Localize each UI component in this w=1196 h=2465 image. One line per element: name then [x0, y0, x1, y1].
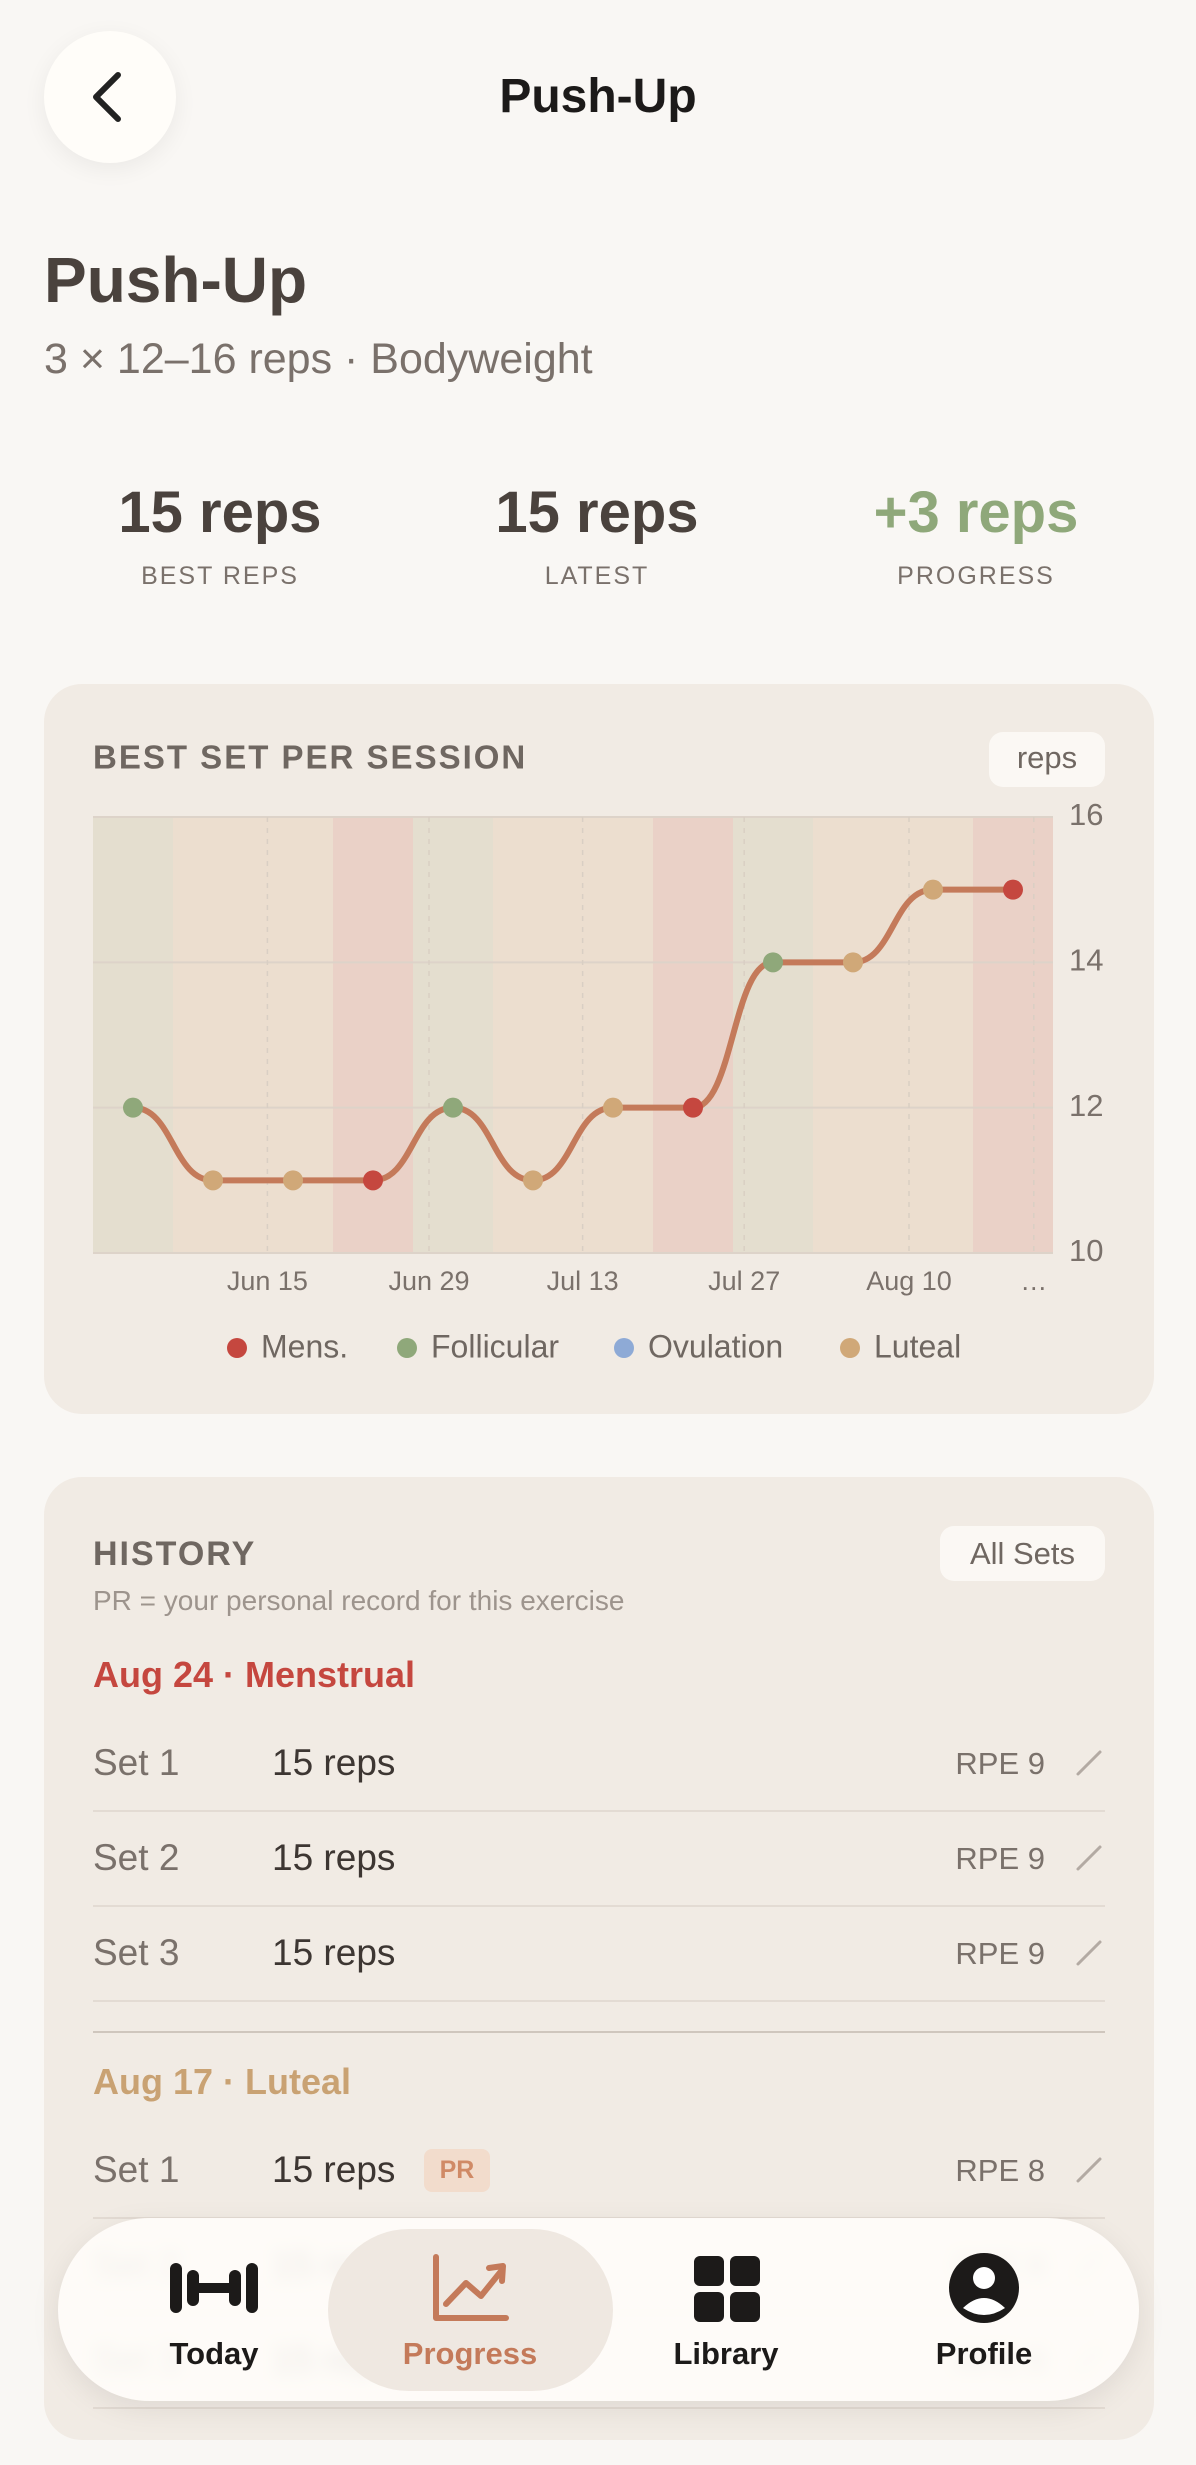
point [923, 879, 943, 900]
point [683, 1097, 703, 1118]
nav-item[interactable]: Library [673, 2336, 779, 2371]
phase-band [413, 817, 493, 1253]
stat-label: LATEST [544, 562, 650, 590]
phase-band [733, 817, 813, 1253]
point [363, 1170, 383, 1191]
nav-item[interactable]: Profile [935, 2336, 1033, 2371]
point [603, 1097, 623, 1118]
row-separator [93, 2407, 1105, 2409]
pencil [1076, 1845, 1102, 1871]
pencil [1076, 2157, 1102, 2183]
legend-label: Mens. [261, 1328, 348, 1364]
point [203, 1170, 223, 1191]
phase-band [653, 817, 733, 1253]
legend-dot [397, 1338, 417, 1358]
set-label: Set 3 [93, 1932, 180, 1973]
point [1003, 879, 1023, 900]
y-tick-label: 10 [1069, 1233, 1103, 1268]
edit-icon[interactable] [1075, 2156, 1103, 2184]
phase-band [813, 817, 893, 1253]
point [523, 1170, 543, 1191]
set-reps: 15 reps [272, 1837, 396, 1878]
row-separator [93, 1905, 1105, 1907]
stat-value: 15 reps [495, 480, 699, 545]
stat-value: +3 reps [873, 480, 1079, 545]
set-label: Set 1 [93, 1742, 180, 1783]
legend-dot [614, 1338, 634, 1358]
point [843, 952, 863, 973]
unit-label: reps [1017, 740, 1077, 775]
unit-badge [989, 732, 1105, 787]
header-title: Push-Up [499, 70, 697, 123]
phase-band [93, 817, 173, 1253]
all-sets-button[interactable]: All Sets [940, 1526, 1105, 1581]
history-note: PR = your personal record for this exerc… [93, 1585, 625, 1616]
point [123, 1097, 143, 1118]
x-tick-label: Jul 13 [547, 1266, 619, 1296]
point [443, 1097, 463, 1118]
group-heading: Aug 17 · Luteal [93, 2061, 352, 2102]
legend-dot [227, 1338, 247, 1358]
row-separator [93, 2000, 1105, 2002]
set-rpe: RPE 8 [955, 2153, 1045, 2188]
stat-label: BEST REPS [141, 562, 299, 590]
legend-label: Ovulation [648, 1328, 783, 1364]
chart: BEST SET PER SESSION reps 10 12 14 16 Jun 15 Ju… [93, 732, 1105, 1364]
exercise-detail: 3 × 12–16 reps · Bodyweight [44, 335, 593, 383]
group-divider [93, 2031, 1105, 2033]
set-label: Set 1 [93, 2149, 180, 2190]
x-tick-label: Jul 27 [708, 1266, 780, 1296]
group-heading: Aug 24 · Menstrual [93, 1654, 416, 1695]
nav-item[interactable]: Progress [402, 2336, 538, 2371]
pr-badge: PR [424, 2149, 490, 2192]
stat-value: 15 reps [118, 480, 322, 545]
set-rpe: RPE 9 [955, 1936, 1045, 1971]
y-tick-label: 16 [1069, 797, 1103, 832]
y-tick-label: 12 [1069, 1088, 1103, 1123]
exercise-name: Push-Up [44, 244, 308, 316]
set-label: Set 2 [93, 1837, 180, 1878]
legend-dot [840, 1338, 860, 1358]
set-reps: 15 reps [272, 1742, 396, 1783]
legend-label: Luteal [874, 1328, 961, 1364]
back-button[interactable] [44, 31, 176, 163]
set-rpe: RPE 9 [955, 1841, 1045, 1876]
row-separator [93, 1810, 1105, 1812]
y-tick-label: 14 [1069, 943, 1103, 978]
chart-title: BEST SET PER SESSION [93, 739, 527, 776]
pencil [1076, 1940, 1102, 1966]
back-icon [93, 72, 121, 122]
point [283, 1170, 303, 1191]
legend-label: Follicular [431, 1328, 559, 1364]
edit-icon[interactable] [1075, 1749, 1103, 1777]
point [763, 952, 783, 973]
phase-band [573, 817, 653, 1253]
history-title: HISTORY [93, 1535, 257, 1573]
edit-icon[interactable] [1075, 1939, 1103, 1967]
edit-icon[interactable] [1075, 1844, 1103, 1872]
set-reps: 15 reps [272, 1932, 396, 1973]
set-reps: 15 reps [272, 2149, 396, 2190]
nav-item[interactable]: Today [169, 2336, 259, 2371]
x-tick-label: Jun 15 [227, 1266, 308, 1296]
x-tick-label: Aug 10 [866, 1266, 952, 1296]
stat-label: PROGRESS [897, 562, 1055, 590]
x-tick-label: … [1020, 1266, 1047, 1296]
set-rpe: RPE 9 [955, 1746, 1045, 1781]
x-tick-label: Jun 29 [388, 1266, 469, 1296]
pencil [1076, 1750, 1102, 1776]
